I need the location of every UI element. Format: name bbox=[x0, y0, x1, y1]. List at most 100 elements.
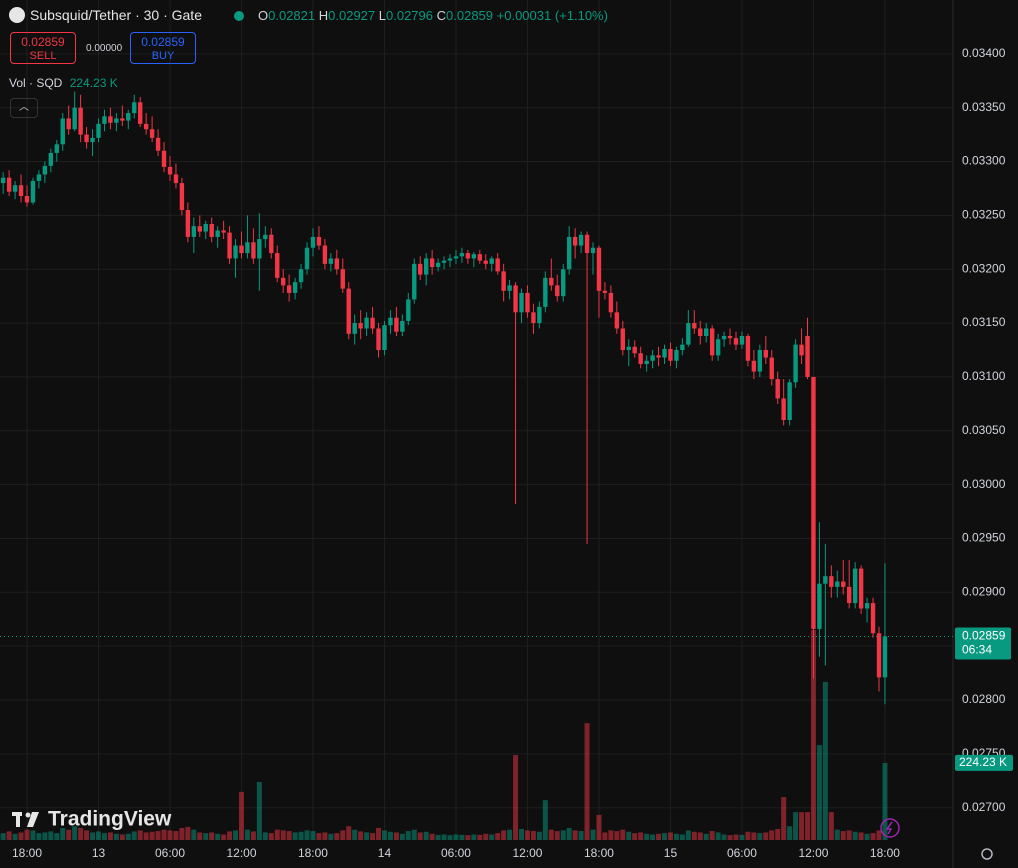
volume-bar bbox=[203, 833, 209, 840]
candle-body bbox=[513, 285, 518, 313]
candle-body bbox=[120, 118, 125, 121]
candle-body bbox=[406, 299, 411, 321]
volume-bar bbox=[215, 833, 221, 840]
y-tick-label: 0.03050 bbox=[962, 423, 1006, 437]
o-label: O bbox=[258, 8, 269, 23]
volume-bar bbox=[560, 830, 566, 840]
volume-bar bbox=[364, 832, 370, 840]
volume-bar bbox=[30, 830, 36, 840]
candle-body bbox=[370, 317, 375, 329]
candle-body bbox=[847, 586, 852, 604]
volume-bar bbox=[131, 831, 137, 840]
volume-bar bbox=[554, 831, 560, 840]
volume-bar bbox=[632, 833, 638, 840]
candle-body bbox=[215, 230, 220, 237]
candle-body bbox=[602, 290, 608, 293]
volume-bar bbox=[465, 835, 471, 840]
candle-body bbox=[483, 260, 488, 264]
candle-body bbox=[203, 224, 208, 232]
candle-body bbox=[418, 263, 423, 275]
watermark: TradingView bbox=[48, 808, 172, 831]
candle-body bbox=[60, 118, 65, 145]
volume-bar bbox=[167, 830, 173, 840]
candle-body bbox=[578, 234, 584, 246]
x-tick-label: 06:00 bbox=[155, 846, 185, 860]
candle-body bbox=[233, 245, 238, 259]
alert-icon[interactable] bbox=[880, 818, 900, 838]
volume-bar bbox=[24, 829, 30, 840]
candle-body bbox=[167, 166, 173, 175]
volume-bar bbox=[143, 832, 149, 840]
candle-body bbox=[263, 234, 268, 240]
y-tick-label: 0.03000 bbox=[962, 477, 1006, 491]
candle-body bbox=[12, 185, 18, 192]
candle-body bbox=[799, 344, 804, 356]
volume-bar bbox=[709, 831, 715, 840]
candle-body bbox=[745, 336, 751, 361]
volume-bar bbox=[638, 832, 644, 840]
volume-bar bbox=[757, 833, 763, 840]
volume-bar bbox=[191, 829, 197, 840]
volume-bar bbox=[113, 833, 119, 840]
candle-body bbox=[781, 398, 786, 420]
y-tick-label: 0.03100 bbox=[962, 369, 1006, 383]
volume-bar bbox=[870, 833, 876, 840]
volume-bar bbox=[262, 832, 268, 840]
volume-bar bbox=[358, 831, 364, 840]
symbol-title[interactable]: Subsquid/Tether · 30 · Gate bbox=[30, 7, 202, 23]
candle-body bbox=[84, 134, 89, 143]
candle-body bbox=[757, 350, 763, 372]
volume-bar bbox=[84, 830, 90, 840]
candle-body bbox=[173, 174, 179, 184]
candle-body bbox=[352, 323, 357, 334]
candle-body bbox=[257, 239, 262, 259]
volume-bar bbox=[340, 830, 346, 840]
volume-bar bbox=[393, 832, 399, 840]
volume-bar bbox=[864, 833, 870, 840]
ohlc: O0.02821 H0.02927 L0.02796 C0.02859 +0.0… bbox=[258, 8, 608, 23]
candle-body bbox=[30, 180, 36, 203]
sell-button[interactable]: 0.02859 SELL bbox=[10, 32, 76, 64]
volume-bar bbox=[173, 831, 179, 840]
volume-bar bbox=[256, 781, 262, 840]
volume-bar bbox=[90, 832, 96, 840]
symbol-logo bbox=[9, 7, 25, 23]
volume-bar bbox=[12, 833, 18, 840]
volume-bar bbox=[703, 833, 709, 840]
candle-body bbox=[453, 256, 459, 259]
x-tick-label: 06:00 bbox=[441, 846, 471, 860]
volume-bar bbox=[679, 834, 685, 840]
y-tick-label: 0.02800 bbox=[962, 692, 1006, 706]
volume-bar bbox=[536, 831, 542, 840]
price-tag-value: 0.02859 bbox=[962, 629, 1006, 643]
volume-bar bbox=[322, 832, 328, 840]
candle-body bbox=[179, 183, 185, 210]
volume-bar bbox=[542, 800, 548, 840]
collapse-button[interactable]: ︿ bbox=[10, 98, 38, 118]
volume-bar bbox=[60, 827, 66, 840]
volume-bar bbox=[799, 812, 805, 840]
vol-value: 224.23 K bbox=[69, 76, 118, 90]
buy-button[interactable]: 0.02859 BUY bbox=[130, 32, 196, 64]
candle-body bbox=[78, 107, 83, 135]
volume-bar bbox=[298, 831, 304, 840]
sell-label: SELL bbox=[29, 50, 57, 62]
volume-bar bbox=[477, 834, 483, 840]
alert-icon-bolt bbox=[885, 821, 893, 835]
settings-icon[interactable] bbox=[981, 848, 993, 860]
volume-bar bbox=[596, 814, 602, 840]
vol-label: Vol · SQD bbox=[9, 76, 63, 90]
volume-bar bbox=[733, 834, 739, 840]
candle-body bbox=[495, 258, 500, 272]
candle-body bbox=[269, 234, 274, 254]
candle-body bbox=[0, 177, 6, 184]
candle-body bbox=[644, 360, 649, 364]
volume-bar bbox=[572, 830, 578, 840]
candle-body bbox=[36, 174, 42, 181]
candle-body bbox=[852, 568, 858, 604]
candle-body bbox=[24, 196, 30, 203]
candle-body bbox=[614, 312, 620, 329]
candle-body bbox=[692, 323, 697, 329]
volume-bar bbox=[441, 834, 447, 840]
candle-body bbox=[328, 258, 334, 264]
